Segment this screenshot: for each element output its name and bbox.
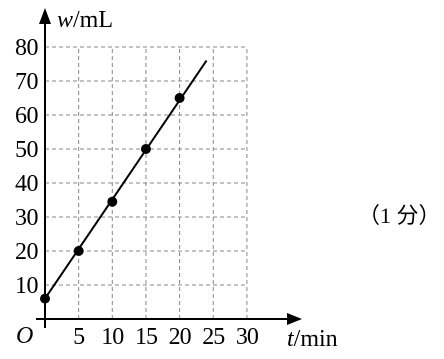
- axes: [36, 8, 302, 328]
- x-tick-label: 30: [236, 324, 259, 350]
- y-axis-var: w: [57, 7, 73, 33]
- origin-label: O: [16, 323, 33, 349]
- x-axis-label: t/min: [287, 326, 338, 352]
- y-tick-label: 80: [15, 35, 39, 61]
- y-tick-label: 60: [15, 103, 39, 129]
- data-point: [73, 246, 84, 256]
- x-tick-label: 20: [169, 324, 192, 350]
- score-annotation: （1 分）: [358, 203, 441, 228]
- data-point: [140, 144, 151, 154]
- x-tick-label: 5: [73, 324, 85, 350]
- y-tick-label: 50: [15, 137, 39, 163]
- y-tick-label: 70: [15, 69, 39, 95]
- x-tick-labels: 5 10 15 20 25 30: [73, 324, 260, 350]
- data-point: [40, 293, 50, 304]
- x-axis-unit: /min: [294, 326, 338, 352]
- x-tick-label: 10: [101, 324, 124, 350]
- x-tick-label: 25: [202, 324, 225, 350]
- x-axis-var: t: [287, 326, 295, 352]
- y-axis-arrow: [39, 8, 51, 24]
- y-tick-label: 20: [15, 239, 39, 265]
- data-point: [174, 93, 185, 103]
- data-point: [107, 196, 118, 207]
- grid: [45, 46, 248, 319]
- y-axis-unit: /mL: [73, 7, 113, 33]
- y-axis-label: w/mL: [57, 7, 113, 33]
- y-tick-label: 30: [15, 205, 39, 231]
- y-tick-label: 40: [15, 171, 39, 197]
- y-tick-label: 10: [15, 273, 39, 299]
- x-axis-arrow: [287, 313, 302, 325]
- x-tick-label: 15: [135, 324, 158, 350]
- y-tick-labels: 10 20 30 40 50 60 70 80: [15, 35, 39, 299]
- series: [40, 60, 208, 304]
